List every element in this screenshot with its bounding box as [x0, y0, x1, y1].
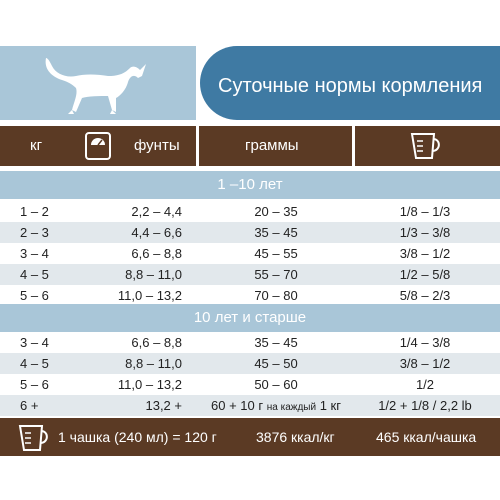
table-row: 4 – 5 8,8 – 11,0 45 – 50 3/8 – 1/2 [0, 353, 500, 374]
table-row: 2 – 3 4,4 – 6,6 35 – 45 1/3 – 3/8 [0, 222, 500, 243]
cell-kg: 4 – 5 [20, 356, 49, 371]
cell-kg: 3 – 4 [20, 246, 49, 261]
grams-tail: 1 кг [319, 398, 341, 413]
cell-grams: 55 – 70 [254, 267, 298, 282]
measuring-cup-icon [410, 133, 440, 159]
col-lb-label: фунты [134, 137, 180, 154]
cell-lb: 4,4 – 6,6 [131, 225, 182, 240]
section-title: 1 –10 лет [0, 171, 500, 199]
cell-cups: 1/4 – 3/8 [399, 335, 451, 350]
grams-main: 60 + 10 г [211, 398, 264, 413]
cell-lb: 6,6 – 8,8 [131, 246, 182, 261]
cat-silhouette-icon [45, 58, 146, 114]
col-kg-label: кг [30, 137, 43, 154]
cell-cups: 3/8 – 1/2 [399, 356, 451, 371]
cell-kg: 1 – 2 [20, 204, 49, 219]
cell-cups: 1/8 – 1/3 [399, 204, 451, 219]
grams-note: на каждый [266, 402, 317, 413]
footer-bar: 1 чашка (240 мл) = 120 г 3876 ккал/кг 46… [0, 418, 500, 456]
cell-cups: 1/2 – 5/8 [399, 267, 451, 282]
cell-lb: 11,0 – 13,2 [117, 288, 182, 303]
cell-grams: 35 – 45 [254, 335, 298, 350]
cell-lb: 2,2 – 4,4 [131, 204, 182, 219]
cell-kg: 5 – 6 [20, 377, 49, 392]
table-row: 5 – 6 11,0 – 13,2 50 – 60 1/2 [0, 374, 500, 395]
cell-kg: 3 – 4 [20, 335, 49, 350]
measuring-cup-icon [18, 425, 48, 451]
table-row: 3 – 4 6,6 – 8,8 35 – 45 1/4 – 3/8 [0, 332, 500, 353]
cell-cups: 1/2 + 1/8 / 2,2 lb [378, 398, 472, 413]
column-divider [352, 126, 355, 166]
footer-kcal-kg: 3876 ккал/кг [256, 429, 335, 445]
cell-grams: 45 – 50 [254, 356, 298, 371]
cell-lb: 13,2 + [145, 398, 182, 413]
table-row: 1 – 2 2,2 – 4,4 20 – 35 1/8 – 1/3 [0, 201, 500, 222]
cell-cups: 3/8 – 1/2 [399, 246, 451, 261]
header-banner [0, 46, 500, 120]
cell-cups: 1/2 [415, 377, 435, 392]
page-title: Суточные нормы кормления [218, 75, 483, 97]
cell-grams: 60 + 10 г на каждый 1 кг [196, 395, 356, 418]
cell-lb: 11,0 – 13,2 [117, 377, 182, 392]
footer-cup-info: 1 чашка (240 мл) = 120 г [58, 429, 217, 445]
cell-kg: 4 – 5 [20, 267, 49, 282]
cell-grams: 35 – 45 [254, 225, 298, 240]
cell-lb: 6,6 – 8,8 [131, 335, 182, 350]
header-right-panel [200, 46, 500, 120]
cell-cups: 5/8 – 2/3 [399, 288, 451, 303]
column-header-bar: кг фунты граммы [0, 126, 500, 166]
section-title: 10 лет и старше [0, 304, 500, 332]
cell-grams: 45 – 55 [254, 246, 298, 261]
cell-kg: 5 – 6 [20, 288, 49, 303]
cell-lb: 8,8 – 11,0 [125, 267, 182, 282]
scale-icon [85, 132, 111, 160]
cell-kg: 2 – 3 [20, 225, 49, 240]
column-divider [196, 126, 199, 166]
cell-grams: 70 – 80 [254, 288, 298, 303]
cell-grams: 20 – 35 [254, 204, 298, 219]
table-row: 4 – 5 8,8 – 11,0 55 – 70 1/2 – 5/8 [0, 264, 500, 285]
cell-grams: 50 – 60 [254, 377, 298, 392]
cell-cups: 1/3 – 3/8 [399, 225, 451, 240]
cell-lb: 8,8 – 11,0 [125, 356, 182, 371]
footer-kcal-cup: 465 ккал/чашка [376, 429, 477, 445]
table-row: 5 – 6 11,0 – 13,2 70 – 80 5/8 – 2/3 [0, 285, 500, 306]
col-grams-label: граммы [245, 137, 299, 154]
table-row: 6 + 13,2 + 60 + 10 г на каждый 1 кг 1/2 … [0, 395, 500, 416]
table-row: 3 – 4 6,6 – 8,8 45 – 55 3/8 – 1/2 [0, 243, 500, 264]
cell-kg: 6 + [20, 398, 39, 413]
